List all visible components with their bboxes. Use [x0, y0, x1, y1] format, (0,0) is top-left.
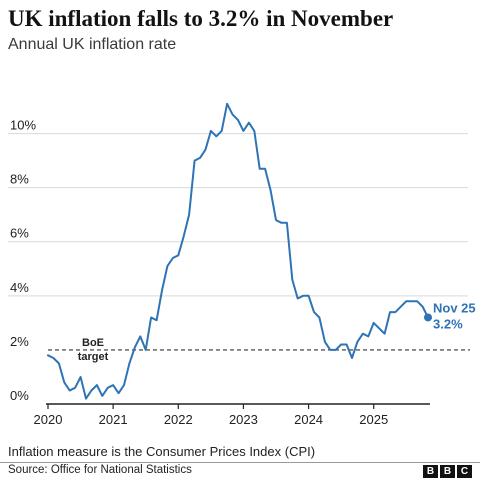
- y-tick-label: 4%: [10, 280, 29, 295]
- gridlines: [8, 133, 468, 297]
- end-annotation: Nov 253.2%: [424, 300, 476, 331]
- y-tick-label: 10%: [10, 118, 36, 133]
- y-tick-label: 6%: [10, 226, 29, 241]
- chart-footnote: Inflation measure is the Consumer Prices…: [8, 444, 316, 459]
- x-tick-label: 2021: [99, 412, 128, 427]
- x-tick-label: 2022: [164, 412, 193, 427]
- footer-divider: [0, 462, 480, 463]
- bbc-logo: B B C: [423, 465, 472, 478]
- boe-target-reference: BoE target: [48, 337, 470, 363]
- end-label-value: 3.2%: [433, 316, 463, 331]
- x-tick-label: 2024: [294, 412, 323, 427]
- bbc-logo-letter: B: [440, 465, 455, 478]
- end-label-month: Nov 25: [433, 300, 476, 315]
- inflation-series: [47, 102, 429, 400]
- y-tick-label: 2%: [10, 334, 29, 349]
- x-tick-label: 2023: [229, 412, 258, 427]
- bbc-logo-letter: B: [423, 465, 438, 478]
- inflation-line: [47, 102, 429, 400]
- source-credit: Source: Office for National Statistics: [8, 464, 192, 476]
- last-data-point: [424, 313, 432, 322]
- x-axis: 2020 2021 2022 2023 2024 2025: [34, 403, 430, 427]
- x-tick-label: 2025: [359, 412, 388, 427]
- boe-target-label: BoE: [82, 337, 104, 349]
- y-axis-ticks: 0% 2% 4% 6% 8% 10%: [10, 118, 36, 403]
- line-chart: 0% 2% 4% 6% 8% 10% BoE target 2020 2021 2022 2023…: [8, 102, 476, 427]
- chart-title: UK inflation falls to 3.2% in November: [8, 6, 394, 31]
- boe-target-label: target: [78, 351, 109, 363]
- x-tick-label: 2020: [34, 412, 63, 427]
- y-tick-label: 0%: [10, 388, 29, 403]
- bbc-logo-letter: C: [457, 465, 472, 478]
- y-tick-label: 8%: [10, 172, 29, 187]
- chart-subtitle: Annual UK inflation rate: [8, 36, 177, 53]
